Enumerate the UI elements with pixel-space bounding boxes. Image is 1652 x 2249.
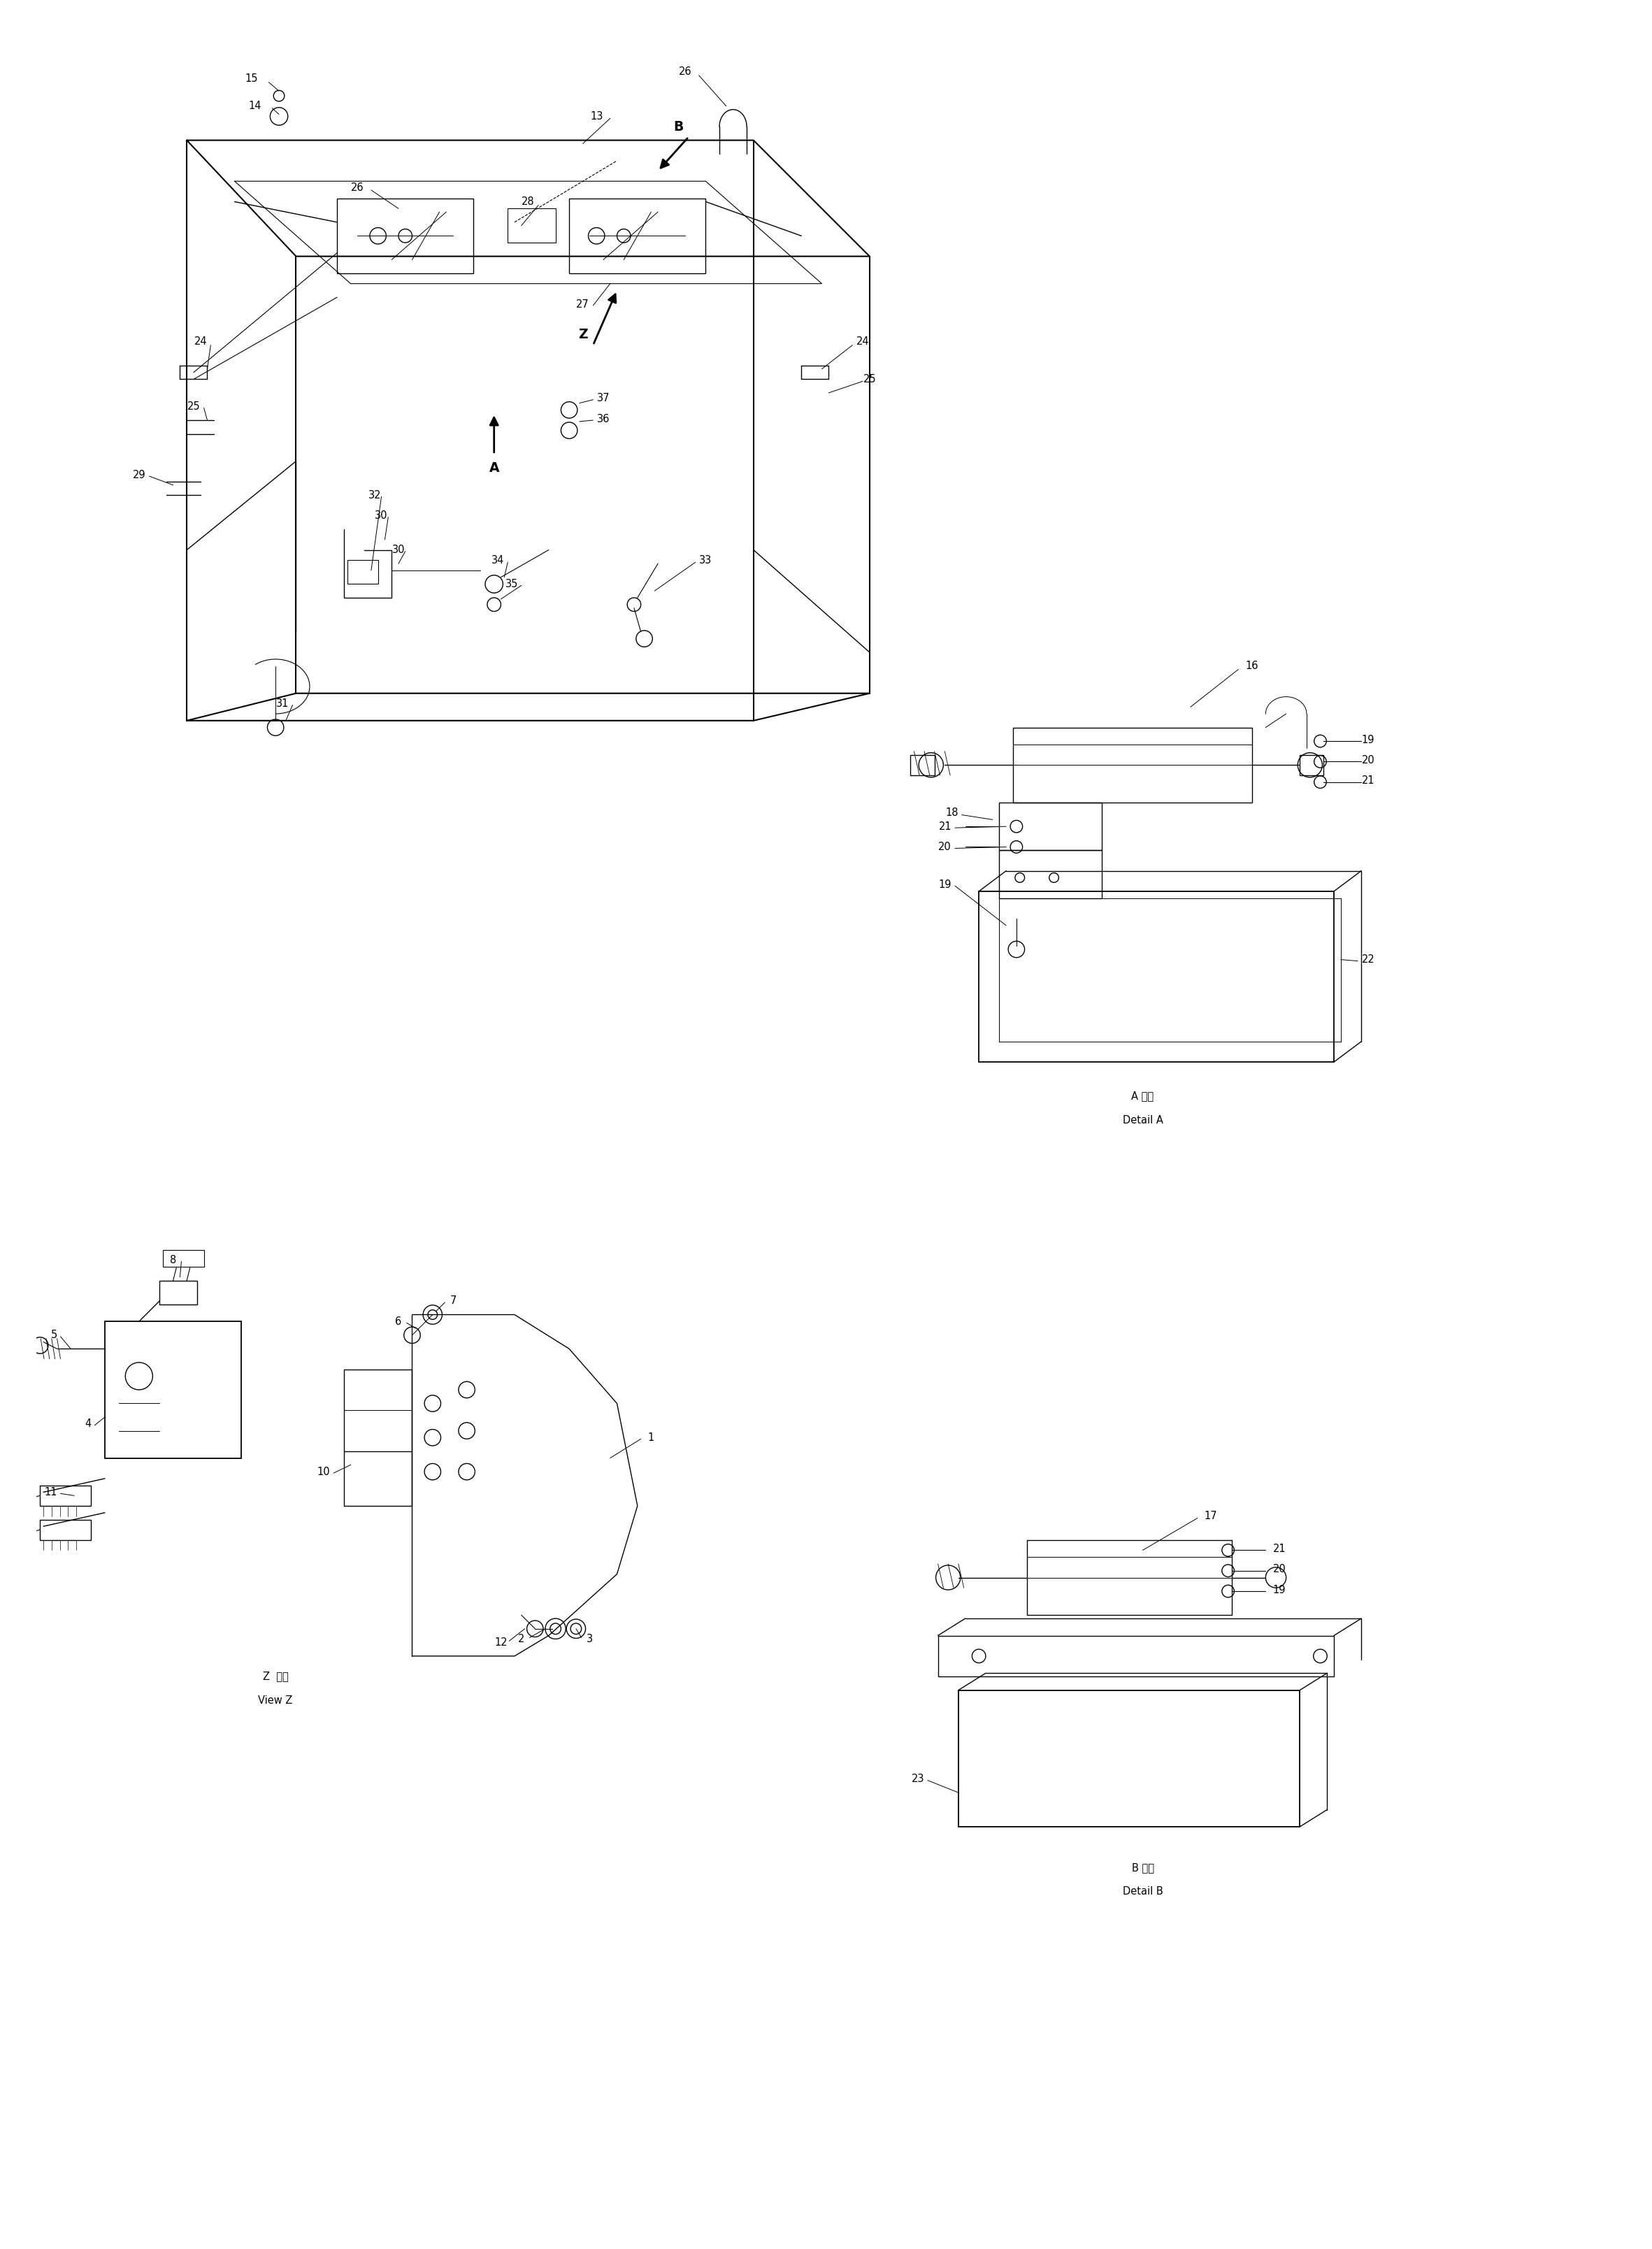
- Bar: [999, 850, 1102, 897]
- Text: 2: 2: [519, 1633, 525, 1644]
- Bar: [980, 891, 1333, 1062]
- Text: 26: 26: [350, 182, 363, 193]
- Text: 25: 25: [862, 373, 876, 385]
- Text: 32: 32: [368, 490, 382, 502]
- Text: 37: 37: [596, 394, 610, 403]
- Text: 20: 20: [1272, 1563, 1285, 1574]
- Bar: [570, 198, 705, 274]
- Text: 30: 30: [392, 544, 405, 556]
- Bar: [40, 1484, 91, 1507]
- Text: 14: 14: [248, 101, 261, 112]
- Text: 4: 4: [84, 1419, 91, 1428]
- Text: 17: 17: [1204, 1511, 1218, 1520]
- Text: A: A: [489, 461, 499, 475]
- Text: 22: 22: [1361, 954, 1374, 965]
- Bar: [347, 560, 378, 585]
- Text: 28: 28: [522, 196, 535, 207]
- Text: 10: 10: [317, 1466, 330, 1478]
- Text: 26: 26: [679, 67, 692, 76]
- Text: 16: 16: [1246, 661, 1259, 670]
- Text: 19: 19: [1361, 735, 1374, 744]
- Text: 29: 29: [132, 470, 145, 479]
- Text: 1: 1: [648, 1433, 654, 1444]
- Bar: [1013, 726, 1252, 803]
- Text: 24: 24: [195, 337, 206, 346]
- Text: 21: 21: [938, 821, 952, 832]
- Text: 12: 12: [494, 1637, 507, 1649]
- Text: 33: 33: [699, 556, 712, 564]
- Text: 11: 11: [45, 1487, 58, 1498]
- Text: 20: 20: [938, 841, 952, 852]
- Text: 24: 24: [856, 337, 869, 346]
- Text: 13: 13: [590, 110, 603, 121]
- Bar: [104, 1322, 241, 1457]
- Bar: [40, 1520, 91, 1541]
- Bar: [999, 803, 1102, 850]
- Text: 35: 35: [506, 578, 519, 589]
- Text: 21: 21: [1272, 1543, 1285, 1554]
- Text: View Z: View Z: [258, 1696, 292, 1705]
- Bar: [1300, 756, 1323, 776]
- Text: 5: 5: [51, 1329, 58, 1340]
- Bar: [938, 1635, 1333, 1676]
- Text: Detail B: Detail B: [1123, 1887, 1163, 1896]
- Bar: [160, 1280, 197, 1304]
- Bar: [507, 209, 555, 243]
- Text: 8: 8: [170, 1255, 177, 1266]
- Text: 27: 27: [577, 299, 590, 310]
- Text: 31: 31: [276, 697, 289, 708]
- Text: 3: 3: [586, 1633, 593, 1644]
- Text: Detail A: Detail A: [1122, 1116, 1163, 1124]
- Text: A 詳細: A 詳細: [1132, 1091, 1155, 1102]
- Text: 25: 25: [187, 400, 200, 412]
- Text: 34: 34: [491, 556, 504, 564]
- Bar: [910, 756, 935, 776]
- Text: Z: Z: [578, 328, 588, 342]
- Text: 6: 6: [395, 1316, 401, 1327]
- Text: B: B: [674, 119, 684, 133]
- Text: 20: 20: [1361, 756, 1374, 765]
- Text: 7: 7: [449, 1295, 456, 1307]
- Text: 36: 36: [596, 414, 610, 425]
- Text: 19: 19: [1272, 1586, 1285, 1595]
- Text: B 詳細: B 詳細: [1132, 1862, 1153, 1873]
- Text: 18: 18: [945, 807, 958, 819]
- Text: 15: 15: [244, 74, 258, 83]
- Bar: [164, 1250, 203, 1266]
- Text: 21: 21: [1361, 776, 1374, 785]
- Text: 19: 19: [938, 879, 952, 891]
- Bar: [1026, 1541, 1231, 1615]
- Text: 30: 30: [375, 511, 388, 522]
- Bar: [337, 198, 474, 274]
- Text: 23: 23: [912, 1774, 923, 1783]
- Bar: [958, 1691, 1300, 1826]
- Text: Z  矢視: Z 矢視: [263, 1671, 289, 1682]
